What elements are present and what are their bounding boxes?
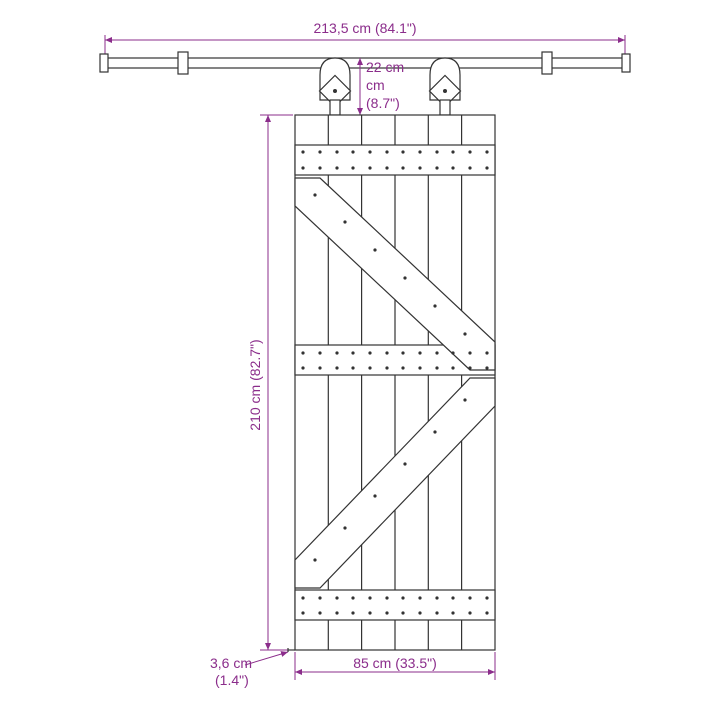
svg-text:(8.7"): (8.7") [366,95,400,111]
sliding-rail [100,52,630,74]
rail-width-cm: 213,5 cm [313,20,371,36]
door-hanger-left [319,58,350,115]
barn-door-diagram: 213,5 cm (84.1") 22 cm cm (8.7 [0,0,724,724]
door-width-in: (33.5") [395,655,437,671]
door-thickness-cm: 3,6 cm [210,655,252,671]
hanger-drop-in: (8.7") [366,95,400,111]
door-width-cm: 85 cm [353,655,391,671]
door-height-in: (82.7") [247,339,263,381]
svg-text:22 cm: 22 cm [366,59,404,75]
door-height-cm: 210 cm [247,385,263,431]
svg-text:(1.4"): (1.4") [215,672,249,688]
dim-door-thickness: 3,6 cm (1.4") [210,652,288,688]
dim-door-height: 210 cm (82.7") [247,115,293,650]
dim-door-width: 85 cm (33.5") [295,652,495,680]
svg-text:3,6 cm: 3,6 cm [210,655,252,671]
svg-text:cm: cm [366,77,385,93]
door-hanger-right [429,58,460,115]
hanger-drop-cm: 22 cm [366,59,404,75]
door-body [295,115,495,650]
dim-hanger-drop: 22 cm cm (8.7") [360,58,404,115]
door-edge [288,648,295,652]
svg-text:85 cm (33.5"): 85 cm (33.5") [353,655,437,671]
svg-text:213,5 cm (84.1"): 213,5 cm (84.1") [313,20,416,36]
svg-text:210 cm (82.7"): 210 cm (82.7") [247,339,263,430]
rail-width-in: (84.1") [375,20,417,36]
door-thickness-in: (1.4") [215,672,249,688]
